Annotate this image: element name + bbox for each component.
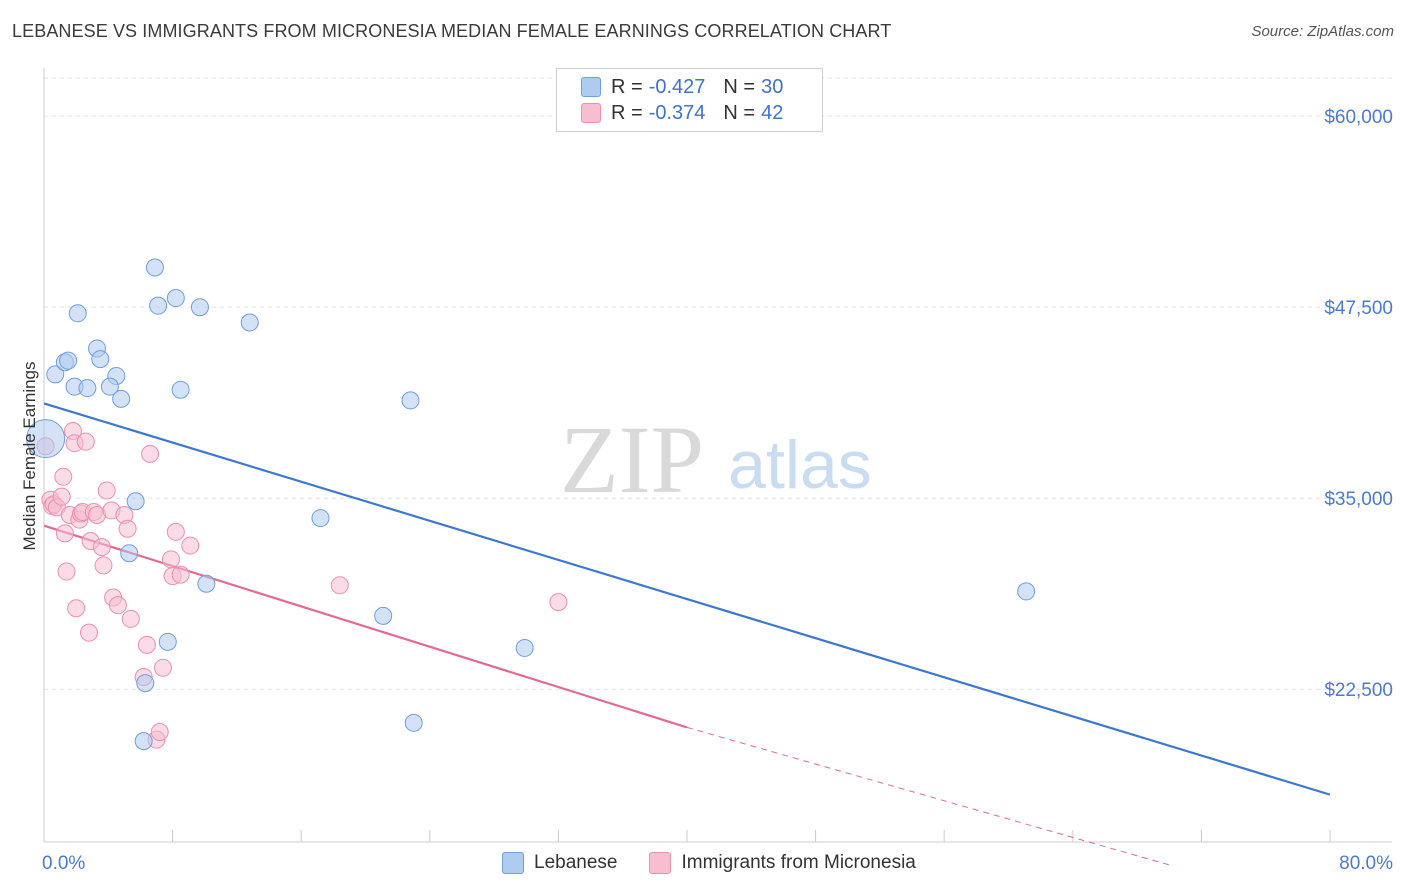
data-point-micronesia [161,550,180,569]
legend-label-lebanese: Lebanese [534,852,618,873]
data-point-lebanese [120,544,139,563]
legend-item-lebanese[interactable]: Lebanese [502,852,617,874]
data-point-micronesia [54,467,73,486]
data-point-lebanese [112,389,131,408]
data-point-micronesia [52,487,71,506]
x-tick-label-min: 0.0% [42,853,85,874]
data-point-micronesia [57,562,76,581]
grid-lines [44,77,1392,690]
data-point-lebanese [91,350,110,369]
series-lebanese [26,258,1036,751]
data-point-micronesia [97,481,116,500]
data-point-lebanese [59,351,78,370]
data-point-micronesia [137,635,156,654]
legend-r-label: R = [611,75,643,98]
data-point-lebanese [197,574,216,593]
trend-line-micronesia [43,524,688,729]
tick-labels: $22,500 $35,000 $47,500 $60,000 0.0% 80.0% [42,107,1393,874]
legend-swatch-micronesia [581,103,601,123]
data-point-micronesia [330,576,349,595]
y-tick-label: $22,500 [1324,680,1393,701]
data-point-micronesia [121,609,140,628]
data-point-lebanese [166,289,185,308]
data-point-lebanese [126,492,145,511]
legend-r-value: -0.374 [648,101,706,124]
data-point-micronesia [171,565,190,584]
data-point-micronesia [76,432,95,451]
data-point-micronesia [94,556,113,575]
data-point-lebanese [149,296,168,315]
y-tick-label: $60,000 [1324,107,1393,128]
swatch-micronesia [649,852,672,874]
legend-row-lebanese: R = -0.427 N = 30 [581,75,783,99]
data-point-lebanese [190,298,209,317]
legend-label-micronesia: Immigrants from Micronesia [681,852,916,873]
swatch-lebanese [502,852,524,874]
stats-legend: R = -0.427 N = 30 R = -0.374 N = 42 [556,68,823,132]
axes [43,68,1392,843]
data-point-lebanese [136,674,155,693]
data-point-lebanese [100,377,119,396]
watermark: ZIP atlas [560,406,872,513]
data-point-micronesia [141,444,160,463]
data-point-lebanese [240,313,259,332]
data-point-micronesia [80,623,99,642]
y-tick-label: $47,500 [1324,298,1393,319]
data-point-lebanese [78,379,97,398]
legend-swatch-lebanese [581,77,601,97]
watermark-zip: ZIP [560,406,704,513]
source-label: Source: ZipAtlas.com [1251,23,1394,40]
data-point-micronesia [67,599,86,618]
data-point-lebanese [401,391,420,410]
chart-title: LEBANESE VS IMMIGRANTS FROM MICRONESIA M… [12,21,892,41]
trend-line-lebanese [43,402,1331,796]
data-point-lebanese [171,380,190,399]
y-axis-label: Median Female Earnings [20,362,39,551]
data-point-lebanese [134,732,153,751]
legend-r-value: -0.427 [648,75,706,98]
data-point-micronesia [118,519,137,538]
series-micronesia [36,421,568,749]
data-point-lebanese [404,713,423,732]
data-point-micronesia [181,536,200,555]
x-tick-label-max: 80.0% [1339,853,1393,874]
legend-n-label: N = [723,101,756,124]
data-point-lebanese [374,606,393,625]
legend-n-label: N = [723,75,756,98]
watermark-atlas: atlas [728,427,872,503]
legend-r-label: R = [611,101,643,124]
legend-item-micronesia[interactable]: Immigrants from Micronesia [649,852,916,874]
data-point-lebanese [311,509,330,528]
series-legend: Lebanese Immigrants from Micronesia [502,852,948,874]
data-point-lebanese [68,304,87,323]
data-point-lebanese [26,419,66,459]
trend-lines [43,402,1331,866]
data-point-micronesia [92,538,111,557]
legend-n-value: 42 [761,101,784,124]
data-point-lebanese [1017,582,1036,601]
data-point-lebanese [145,258,164,277]
legend-row-micronesia: R = -0.374 N = 42 [581,101,783,125]
data-point-micronesia [549,593,568,612]
y-tick-label: $35,000 [1324,489,1393,510]
data-point-lebanese [515,638,534,657]
data-point-micronesia [166,522,185,541]
data-point-lebanese [46,365,65,384]
data-point-micronesia [108,596,127,615]
data-point-micronesia [55,524,74,543]
data-point-lebanese [158,632,177,651]
legend-n-value: 30 [761,75,784,98]
data-point-micronesia [150,722,169,741]
trend-line-micronesia-extension [686,726,1170,866]
data-point-micronesia [153,658,172,677]
